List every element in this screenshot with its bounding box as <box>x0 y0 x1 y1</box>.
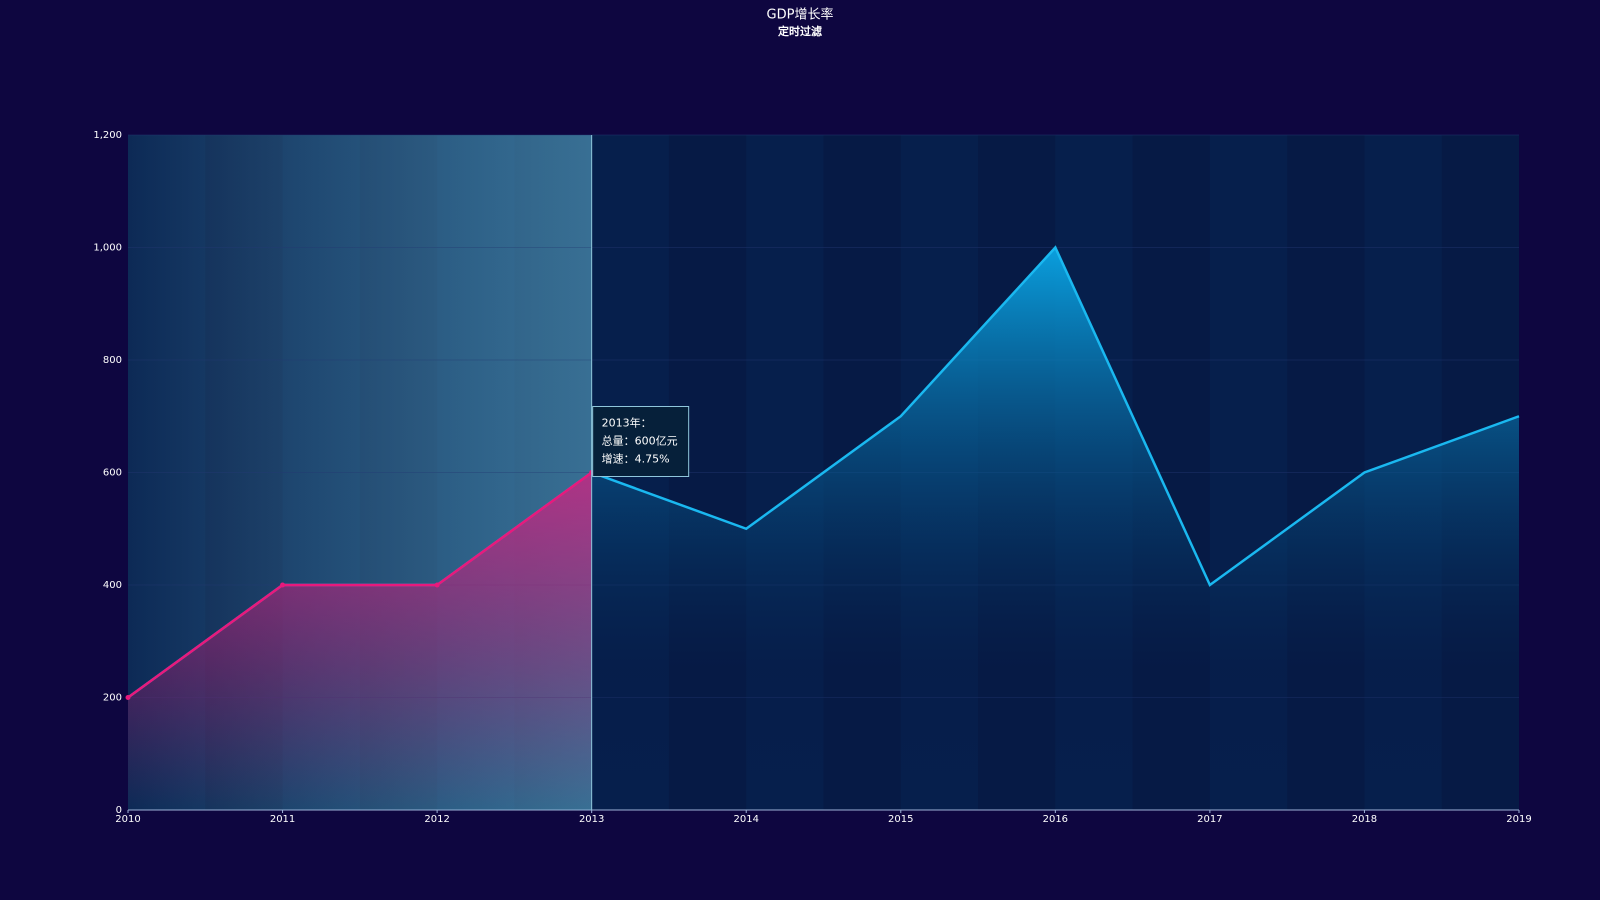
x-tick-label: 2019 <box>1506 814 1531 825</box>
highlight-area <box>128 472 592 810</box>
x-tick-label: 2018 <box>1352 814 1377 825</box>
x-tick-label: 2017 <box>1197 814 1222 825</box>
x-tick-label: 2011 <box>270 814 295 825</box>
chart-title: GDP增长率 <box>767 7 834 23</box>
highlight-point <box>280 582 286 588</box>
x-tick-label: 2013 <box>579 814 604 825</box>
y-tick-label: 0 <box>116 805 122 816</box>
x-tick-label: 2012 <box>424 814 449 825</box>
highlight-point <box>434 582 440 588</box>
y-tick-label: 800 <box>103 355 122 366</box>
tooltip-box <box>592 406 690 477</box>
x-tick-label: 2015 <box>888 814 913 825</box>
y-tick-label: 200 <box>103 693 122 704</box>
highlight-line <box>127 471 593 699</box>
tooltip-line: 增速：4.75% <box>602 452 670 466</box>
y-tick-label: 400 <box>103 580 122 591</box>
tooltip-line: 总量：600亿元 <box>602 434 678 448</box>
y-tick-label: 1,200 <box>93 130 122 141</box>
x-tick-label: 2010 <box>115 814 140 825</box>
x-tick-label: 2014 <box>733 814 758 825</box>
y-tick-label: 600 <box>103 468 122 479</box>
x-tick-label: 2016 <box>1043 814 1068 825</box>
chart-subtitle: 定时过滤 <box>778 24 822 38</box>
tooltip-title: 2013年： <box>602 416 652 430</box>
highlight-point <box>125 695 131 700</box>
y-tick-label: 1,000 <box>93 243 122 254</box>
